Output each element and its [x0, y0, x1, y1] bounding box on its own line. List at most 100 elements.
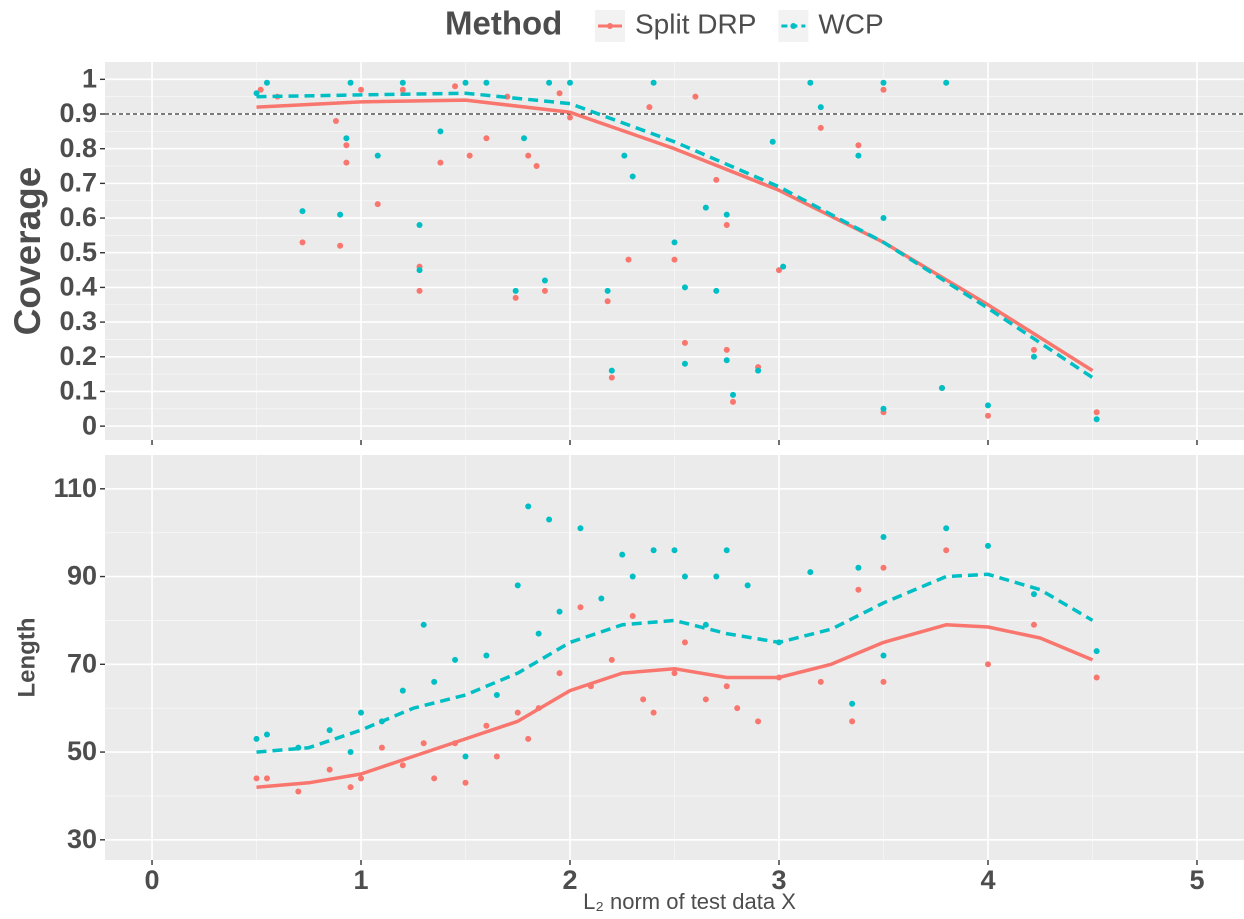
point	[780, 263, 787, 270]
point	[855, 586, 862, 593]
point	[514, 582, 521, 589]
y-tick-label: 0.9	[59, 98, 97, 128]
y-tick-label: 0	[82, 410, 97, 440]
point	[734, 705, 741, 712]
point	[855, 564, 862, 571]
point	[263, 775, 270, 782]
y-tick-label: 90	[67, 561, 97, 591]
point	[546, 516, 553, 523]
point	[337, 242, 344, 249]
legend-key-point	[790, 23, 797, 29]
point	[1093, 674, 1100, 681]
point	[730, 398, 737, 405]
point	[984, 402, 991, 409]
point	[343, 142, 350, 149]
point	[755, 367, 762, 374]
y-tick-label: 0.6	[59, 202, 97, 232]
point	[681, 360, 688, 367]
point	[257, 86, 264, 93]
point	[535, 630, 542, 637]
point	[525, 152, 532, 159]
point	[880, 564, 887, 571]
point	[358, 709, 365, 716]
point	[326, 727, 333, 734]
point	[713, 176, 720, 183]
smooth-line	[256, 98, 1094, 373]
point	[880, 534, 887, 541]
point	[332, 117, 339, 124]
point	[567, 79, 574, 86]
point	[337, 211, 344, 218]
point	[817, 124, 824, 131]
point	[399, 687, 406, 694]
y-tick-label: 70	[67, 648, 97, 678]
point	[702, 204, 709, 211]
point	[541, 277, 548, 284]
point	[625, 256, 632, 263]
x-tick-label: 4	[980, 865, 995, 895]
point	[855, 142, 862, 149]
point	[984, 412, 991, 419]
legend-label: WCP	[818, 8, 883, 39]
y-tick-label: 0.8	[59, 133, 97, 163]
point	[880, 405, 887, 412]
y-tick-label: 1	[82, 63, 97, 93]
point	[671, 256, 678, 263]
point	[431, 775, 438, 782]
point	[437, 159, 444, 166]
point	[399, 86, 406, 93]
smooth-line	[256, 623, 1094, 789]
point	[880, 678, 887, 685]
point	[567, 114, 574, 121]
point	[650, 79, 657, 86]
legend-title: Method	[445, 5, 562, 42]
point	[483, 79, 490, 86]
point	[855, 152, 862, 159]
point	[299, 208, 306, 215]
point	[253, 735, 260, 742]
point	[681, 573, 688, 580]
point	[849, 700, 856, 707]
point	[343, 159, 350, 166]
point	[598, 595, 605, 602]
y-tick-label: 50	[67, 736, 97, 766]
x-tick-label: 3	[771, 865, 786, 895]
point	[347, 749, 354, 756]
point	[374, 152, 381, 159]
point	[512, 287, 519, 294]
point	[671, 547, 678, 554]
point	[1030, 591, 1037, 598]
y-tick-label: 0.5	[59, 237, 97, 267]
x-tick-label: 1	[353, 865, 368, 895]
point	[347, 784, 354, 791]
point	[420, 621, 427, 628]
point	[943, 547, 950, 554]
point	[556, 608, 563, 615]
point	[525, 503, 532, 510]
point	[730, 391, 737, 398]
y-tick-label: 0.2	[59, 341, 97, 371]
point	[744, 582, 751, 589]
point	[556, 670, 563, 677]
point	[621, 152, 628, 159]
point	[984, 542, 991, 549]
y-tick-label: 0.4	[59, 272, 97, 302]
point	[755, 718, 762, 725]
x-tick-label: 2	[562, 865, 577, 895]
smooth-line	[256, 91, 1094, 380]
point	[681, 339, 688, 346]
point	[462, 79, 469, 86]
point	[263, 731, 270, 738]
point	[431, 678, 438, 685]
point	[253, 90, 260, 97]
point	[807, 79, 814, 86]
point	[483, 722, 490, 729]
point	[650, 547, 657, 554]
point	[713, 287, 720, 294]
point	[723, 346, 730, 353]
point	[619, 551, 626, 558]
point	[1093, 409, 1100, 416]
point	[629, 173, 636, 180]
